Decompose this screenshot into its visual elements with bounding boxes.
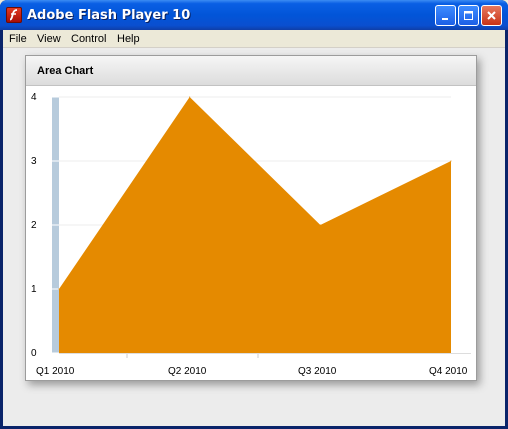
x-tick-label: Q1 2010 [36, 366, 75, 377]
close-icon [487, 11, 496, 20]
data-point [319, 224, 321, 226]
close-button[interactable] [481, 5, 502, 26]
y-tick-label: 2 [31, 220, 37, 231]
menu-item-control[interactable]: Control [71, 33, 107, 45]
y-tick-label: 1 [31, 284, 37, 295]
chart-panel: Area Chart 0 1 2 3 4 Q1 2010 Q2 2010 Q3 2010 Q4 … [25, 55, 477, 381]
menu-bar: File View Control Help [3, 30, 505, 48]
area-chart: 0 1 2 3 4 Q1 2010 Q2 2010 Q3 2010 Q4 2010 [31, 92, 471, 377]
menu-item-view[interactable]: View [37, 33, 61, 45]
area-series [59, 97, 451, 353]
panel-title: Area Chart [37, 65, 94, 77]
window-title: Adobe Flash Player 10 [27, 8, 191, 23]
y-tick-label: 4 [31, 92, 37, 103]
maximize-icon [464, 11, 473, 20]
minimize-icon [442, 18, 448, 20]
data-point [450, 160, 452, 162]
flash-player-icon[interactable] [6, 7, 22, 23]
x-tick-label: Q3 2010 [298, 366, 337, 377]
x-tick-label: Q2 2010 [168, 366, 207, 377]
minimize-button[interactable] [435, 5, 456, 26]
panel-header: Area Chart [26, 56, 476, 86]
x-tick-label: Q4 2010 [429, 366, 468, 377]
y-tick-label: 0 [31, 348, 37, 359]
data-point [189, 96, 191, 98]
title-bar[interactable]: Adobe Flash Player 10 [0, 0, 508, 30]
y-tick-label: 3 [31, 156, 37, 167]
maximize-button[interactable] [458, 5, 479, 26]
data-point [58, 288, 60, 290]
menu-item-help[interactable]: Help [117, 33, 140, 45]
menu-item-file[interactable]: File [9, 33, 27, 45]
